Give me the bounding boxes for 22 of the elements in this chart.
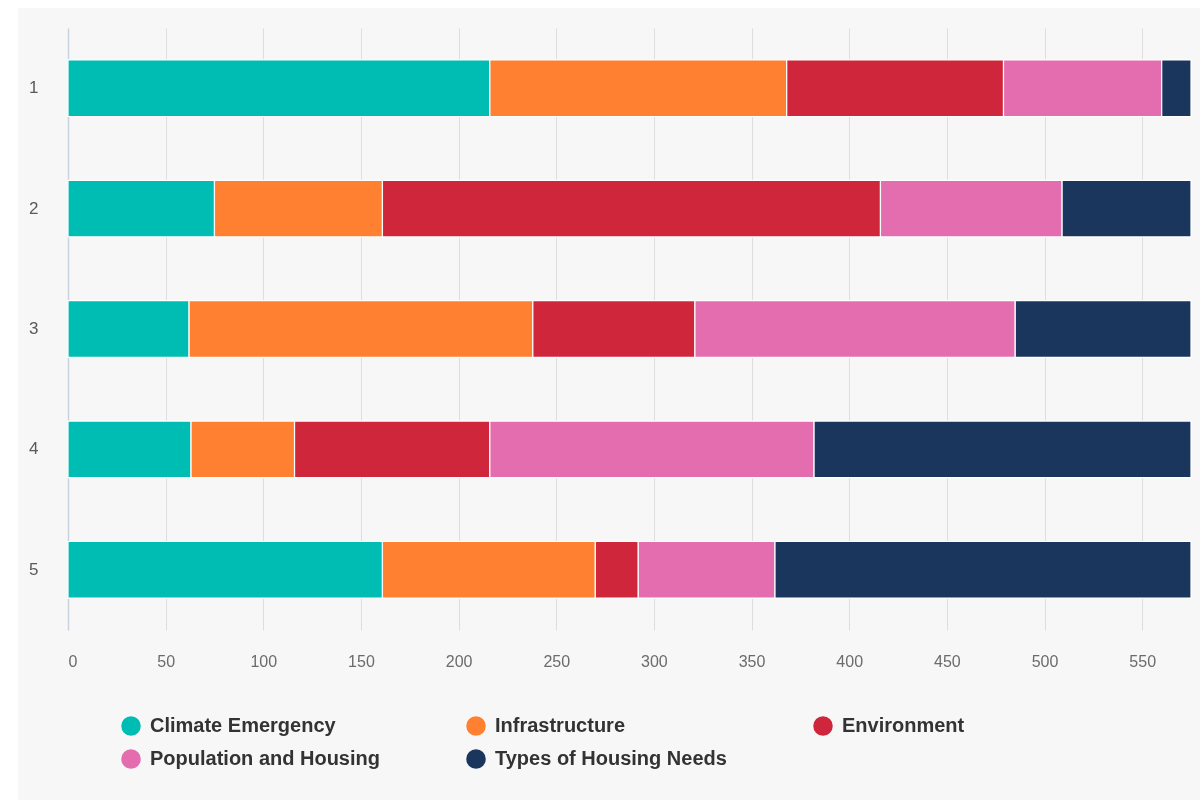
x-tick-label: 50 bbox=[157, 652, 176, 670]
x-tick-label: 200 bbox=[445, 652, 473, 670]
x-tick-label: 250 bbox=[543, 652, 571, 670]
x-tick-label: 0 bbox=[68, 652, 78, 670]
legend-label: Environment bbox=[842, 714, 965, 736]
x-tick-label: 300 bbox=[641, 652, 668, 670]
y-tick-label: 4 bbox=[29, 439, 39, 459]
legend-label: Types of Housing Needs bbox=[495, 747, 727, 769]
x-tick-label: 100 bbox=[250, 652, 278, 670]
legend-label: Population and Housing bbox=[150, 747, 380, 769]
y-tick-label: 5 bbox=[29, 559, 39, 579]
legend-label: Climate Emergency bbox=[150, 714, 337, 736]
legend-label: Infrastructure bbox=[495, 714, 626, 736]
y-tick-label: 1 bbox=[29, 78, 39, 98]
y-tick-label: 2 bbox=[29, 198, 39, 218]
x-tick-label: 450 bbox=[934, 652, 961, 670]
x-tick-label: 500 bbox=[1031, 652, 1059, 670]
x-tick-label: 350 bbox=[738, 652, 766, 670]
y-tick-label: 3 bbox=[29, 319, 39, 338]
x-tick-label: 400 bbox=[836, 652, 864, 670]
x-tick-label: 150 bbox=[348, 652, 375, 670]
x-tick-label: 550 bbox=[1129, 652, 1157, 670]
